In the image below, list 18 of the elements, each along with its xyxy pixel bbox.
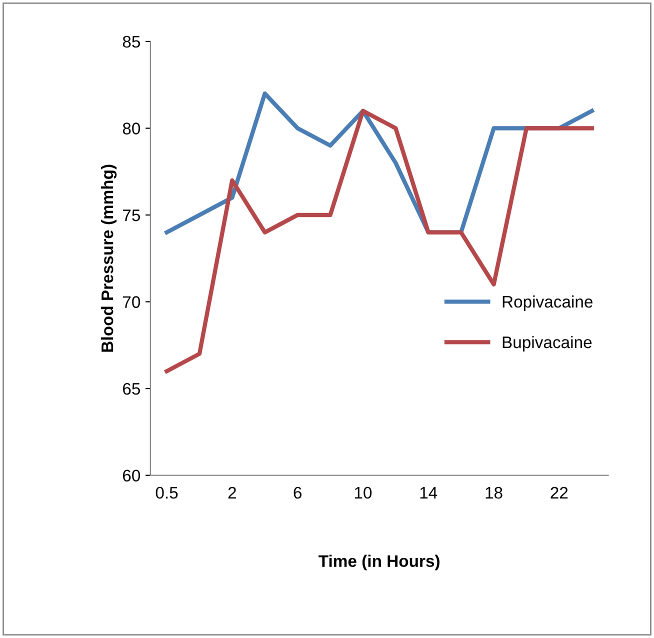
x-tick-label: 0.5 (156, 486, 178, 499)
y-tick-label: 70 (123, 296, 140, 308)
x-tick-label: 22 (550, 486, 568, 498)
x-axis-title: Time (in Hours) (318, 554, 440, 570)
x-tick-label: 2 (228, 486, 236, 498)
x-tick-label: 18 (486, 486, 502, 499)
legend-label: Bupivacaine (502, 336, 592, 352)
y-tick-label: 60 (123, 470, 140, 482)
y-tick-label: 85 (122, 36, 140, 48)
x-tick-label: 10 (354, 486, 372, 499)
x-tick-label: 6 (294, 486, 302, 499)
x-tick-label: 14 (420, 487, 438, 498)
y-tick-label: 80 (122, 122, 140, 134)
y-tick-label: 65 (123, 382, 140, 395)
y-tick-label: 75 (123, 210, 140, 222)
line-series (164, 108, 594, 374)
y-axis-title: Blood Pressure (mmhg) (100, 164, 117, 352)
legend-label: Ropivacaine (502, 295, 592, 311)
